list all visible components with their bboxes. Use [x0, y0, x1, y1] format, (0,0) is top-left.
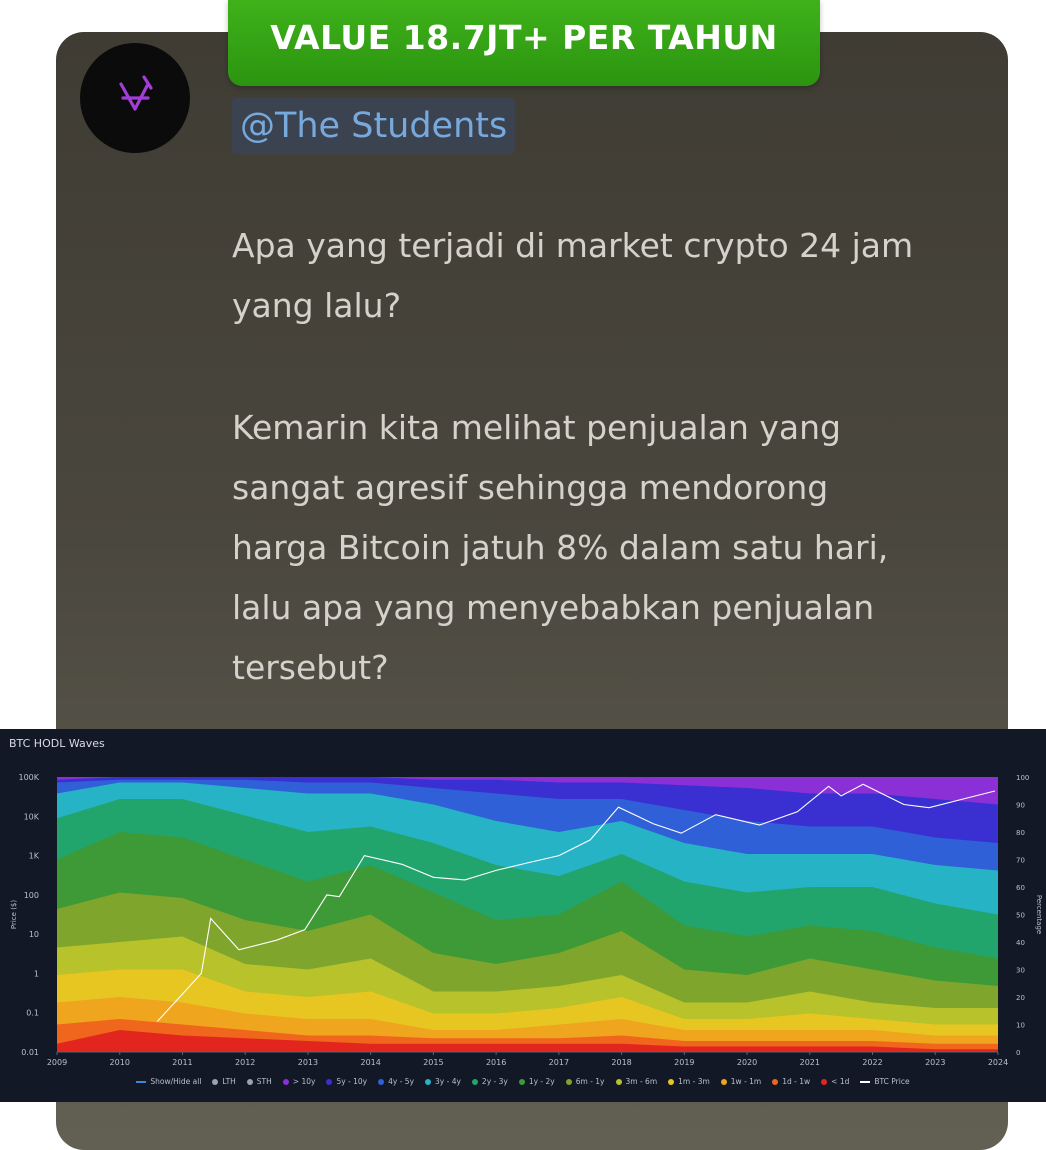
legend-label: 1y - 2y	[528, 1077, 555, 1086]
y-left-tick-label: 10	[29, 930, 39, 939]
legend-item[interactable]: 2y - 3y	[471, 1075, 508, 1089]
y-right-tick-label: 20	[1016, 994, 1025, 1002]
hodl-waves-chart: BTC HODL Waves 2009 2010 2011 2012 2013 2014 2…	[0, 729, 1046, 1102]
y-left-tick-label: 0.1	[26, 1009, 39, 1018]
legend-swatch	[425, 1079, 432, 1085]
y-left-tick-label: 100K	[18, 773, 39, 782]
legend-item[interactable]: 1w - 1m	[720, 1075, 762, 1089]
chart-title: BTC HODL Waves	[9, 737, 105, 750]
legend-swatch	[615, 1079, 622, 1085]
legend-item[interactable]: Show/Hide all	[136, 1075, 201, 1089]
y-left-tick-label: 100	[24, 891, 39, 900]
legend-label: < 1d	[831, 1077, 850, 1086]
legend-label: 5y - 10y	[336, 1077, 368, 1086]
legend-item[interactable]: 1d - 1w	[772, 1075, 810, 1089]
legend-label: STH	[256, 1077, 272, 1086]
x-tick-label: 2017	[549, 1058, 569, 1067]
x-tick-label: 2024	[988, 1058, 1008, 1067]
x-tick-label: 2011	[172, 1058, 192, 1067]
legend-item[interactable]: > 10y	[282, 1075, 316, 1089]
legend-item[interactable]: STH	[246, 1075, 272, 1089]
post-paragraph-2: Kemarin kita melihat penjualan yang sang…	[232, 408, 889, 687]
y-right-tick-label: 10	[1016, 1022, 1025, 1030]
legend-label: BTC Price	[874, 1077, 910, 1086]
y-right-tick-label: 30	[1016, 967, 1025, 975]
legend-item[interactable]: 5y - 10y	[326, 1075, 367, 1089]
y-right-tick-label: 50	[1016, 912, 1025, 920]
btc-price-line	[156, 783, 996, 1022]
legend-swatch	[821, 1079, 828, 1085]
legend-swatch	[565, 1079, 572, 1085]
legend-label: 4y - 5y	[388, 1077, 415, 1086]
legend-label: > 10y	[292, 1077, 316, 1086]
y-left-tick-label: 0.01	[21, 1048, 39, 1057]
x-tick-label: 2014	[360, 1058, 380, 1067]
value-badge-label: VALUE 18.7JT+ PER TAHUN	[270, 17, 778, 57]
band--1d	[57, 1030, 998, 1052]
x-tick-label: 2021	[800, 1058, 820, 1067]
legend-label: 1m - 3m	[678, 1077, 710, 1086]
y-left-tick-label: 1K	[29, 852, 40, 861]
legend-swatch	[378, 1079, 385, 1085]
x-tick-label: 2020	[737, 1058, 757, 1067]
y-right-tick-label: 60	[1016, 884, 1025, 892]
legend-swatch	[136, 1081, 147, 1083]
legend-swatch	[326, 1079, 333, 1085]
y-right-tick-label: 100	[1016, 774, 1029, 782]
legend-label: Show/Hide all	[150, 1077, 202, 1086]
legend-item[interactable]: 3m - 6m	[615, 1075, 658, 1089]
legend-label: LTH	[222, 1077, 236, 1086]
x-tick-label: 2010	[110, 1058, 130, 1067]
legend-item[interactable]: LTH	[212, 1075, 236, 1089]
x-tick-label: 2023	[925, 1058, 945, 1067]
y-left-axis-label: Price ($)	[10, 900, 18, 929]
y-right-tick-label: 40	[1016, 939, 1025, 947]
x-tick-label: 2009	[47, 1058, 67, 1067]
y-right-tick-label: 80	[1016, 829, 1025, 837]
legend-swatch	[212, 1079, 219, 1085]
legend-label: 1w - 1m	[730, 1077, 762, 1086]
legend-swatch	[772, 1079, 779, 1085]
x-tick-label: 2018	[611, 1058, 631, 1067]
legend-swatch	[518, 1079, 525, 1085]
x-tick-label: 2016	[486, 1058, 506, 1067]
y-right-axis-label: Percentage	[1035, 895, 1043, 934]
legend-item[interactable]: 4y - 5y	[378, 1075, 414, 1089]
x-tick-label: 2022	[862, 1058, 882, 1067]
chart-plot: 2009 2010 2011 2012 2013 2014 2015 2016 2017 2018…	[10, 773, 1043, 1067]
legend-label: 2y - 3y	[481, 1077, 508, 1086]
legend-label: 3m - 6m	[625, 1077, 658, 1086]
legend-swatch	[471, 1079, 478, 1085]
user-handle[interactable]: @The Students	[232, 98, 516, 154]
avatar[interactable]	[80, 43, 190, 153]
x-tick-label: 2019	[674, 1058, 694, 1067]
post-paragraph-1: Apa yang terjadi di market crypto 24 jam…	[232, 226, 914, 325]
legend-swatch	[668, 1079, 675, 1085]
legend-item[interactable]: BTC Price	[860, 1075, 910, 1089]
y-right-tick-label: 70	[1016, 857, 1025, 865]
legend-item[interactable]: 6m - 1y	[565, 1075, 605, 1089]
y-right-tick-label: 0	[1016, 1049, 1020, 1057]
y-right-tick-label: 90	[1016, 802, 1025, 810]
legend-swatch	[720, 1079, 727, 1085]
x-tick-label: 2015	[423, 1058, 443, 1067]
legend-label: 6m - 1y	[575, 1077, 605, 1086]
legend-item[interactable]: 1y - 2y	[518, 1075, 555, 1089]
chart-legend: Show/Hide all LTH STH > 10y 5y - 10y 4y - 5y 3…	[0, 1075, 1046, 1089]
y-left-tick-label: 10K	[24, 812, 40, 821]
legend-item[interactable]: 3y - 4y	[425, 1075, 461, 1089]
x-tick-label: 2012	[235, 1058, 255, 1067]
crossed-v-logo-icon	[119, 75, 153, 111]
legend-label: 1d - 1w	[782, 1077, 811, 1086]
legend-item[interactable]: < 1d	[821, 1075, 849, 1089]
legend-swatch	[860, 1081, 871, 1083]
legend-swatch	[246, 1079, 253, 1085]
legend-label: 3y - 4y	[435, 1077, 461, 1086]
legend-item[interactable]: 1m - 3m	[668, 1075, 710, 1089]
legend-swatch	[282, 1079, 289, 1085]
y-left-tick-label: 1	[34, 969, 39, 978]
value-badge: VALUE 18.7JT+ PER TAHUN	[228, 0, 820, 86]
x-tick-label: 2013	[298, 1058, 318, 1067]
